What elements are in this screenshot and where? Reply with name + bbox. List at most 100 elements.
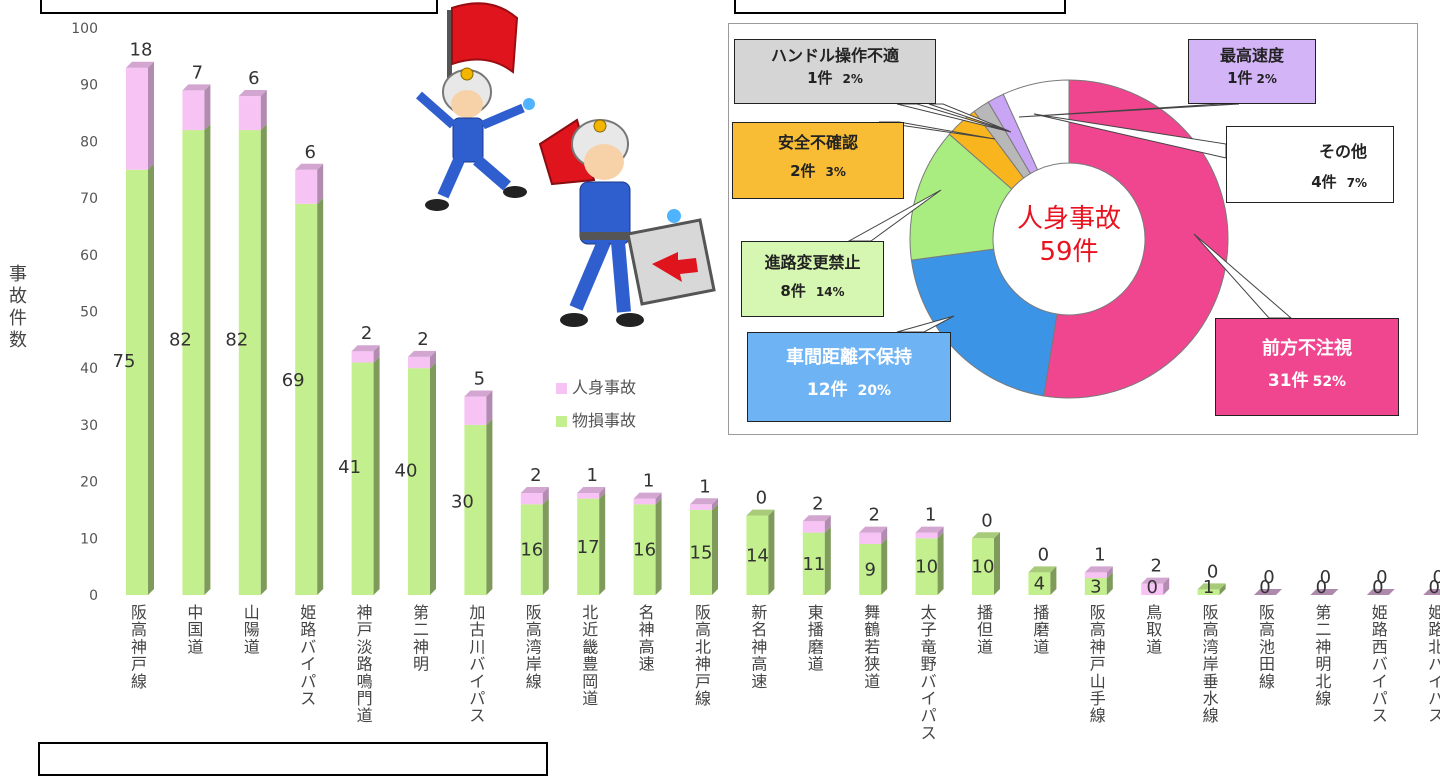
x-tick-label-char: 播 — [977, 603, 993, 622]
x-tick-label-char: 路 — [1372, 620, 1388, 639]
data-label-physical: 17 — [577, 537, 600, 558]
x-tick-label-char: 道 — [357, 706, 373, 725]
x-tick-label-char: 道 — [864, 672, 880, 691]
bar-physical-side — [373, 356, 380, 595]
x-tick-label-char: 速 — [751, 672, 767, 691]
data-label-physical: 0 — [1316, 577, 1327, 598]
data-label-physical: 16 — [520, 540, 543, 561]
bar-personal — [577, 492, 600, 499]
bar-personal — [1084, 572, 1107, 578]
bar-personal-side — [881, 526, 888, 544]
bar-top — [802, 515, 831, 522]
bar-personal — [464, 396, 487, 425]
x-tick-label-char: バ — [469, 655, 485, 674]
pie-chart-frame: 人身事故 59件 ハンドル操作不適 1件 2% 最高速度 1件 2% 安全不確認 2… — [728, 23, 1418, 435]
data-label-physical: 9 — [864, 559, 875, 580]
worker-cone-sign-icon — [538, 118, 716, 327]
callout-pointer — [928, 103, 1010, 132]
bar-physical-side — [430, 362, 436, 595]
x-tick-label-char: 但 — [977, 620, 993, 639]
y-tick-label: 50 — [80, 305, 98, 321]
bar-personal — [408, 356, 430, 369]
bar-personal-side — [824, 515, 831, 533]
legend-swatch — [556, 383, 567, 394]
bar-top — [520, 486, 549, 493]
data-label-personal: 0 — [1207, 561, 1218, 582]
callout-other: その他 4件 7% — [1226, 126, 1394, 203]
x-tick-label-char: 高 — [1259, 620, 1275, 639]
x-tick-label-char: 姫 — [1428, 603, 1440, 622]
x-tick-label-char: 神 — [639, 620, 655, 639]
x-tick-label-char: 神 — [357, 603, 373, 622]
x-tick-label-char: 古 — [469, 620, 485, 639]
bar-personal — [238, 96, 261, 131]
x-tick-label-char: 播 — [808, 620, 824, 639]
x-tick-label-char: イ — [1372, 672, 1388, 691]
data-label-personal: 1 — [586, 465, 597, 486]
x-tick-label-char: 中 — [187, 603, 203, 622]
data-label-personal: 2 — [417, 329, 428, 350]
bar-personal-side — [712, 498, 718, 510]
bar-personal-side — [204, 84, 211, 131]
bar-physical-side — [204, 124, 211, 595]
x-tick-label-char: 神 — [131, 637, 147, 656]
data-label-personal: 0 — [981, 510, 992, 531]
donut-slice — [910, 248, 1058, 397]
bar-personal-side — [317, 163, 324, 204]
x-tick-label-char: 湾 — [526, 637, 542, 656]
bar-physical — [972, 538, 994, 595]
data-label-personal: 0 — [1432, 567, 1440, 588]
x-tick-label-char: 明 — [1315, 655, 1331, 674]
bar-physical-side — [937, 532, 944, 595]
header-box-left — [40, 0, 438, 14]
bar-top — [126, 61, 154, 68]
x-tick-label-char: 西 — [1372, 637, 1388, 656]
data-label-physical: 16 — [633, 540, 656, 561]
bar-top — [915, 526, 944, 533]
x-tick-label-char: 北 — [1315, 672, 1331, 691]
data-label-personal: 6 — [248, 68, 259, 89]
bar-top — [1084, 566, 1113, 573]
bars: 1875782682669241240530216117116115014211… — [113, 40, 1440, 598]
bar-physical-side — [599, 492, 606, 595]
bar-physical — [690, 509, 712, 595]
x-tick-label-char: 子 — [921, 620, 937, 639]
data-label-personal: 1 — [643, 471, 654, 492]
x-tick-label-char: 姫 — [300, 603, 316, 622]
bar-physical — [577, 498, 600, 595]
bar-top — [690, 498, 718, 505]
bar-top — [1423, 589, 1440, 595]
x-tick-label-char: 線 — [1090, 706, 1106, 725]
x-tick-label-char: 路 — [1428, 620, 1440, 639]
x-tick-label-char: 垂 — [1203, 672, 1219, 691]
bar-physical-side — [881, 537, 888, 595]
x-tick-label-char: イ — [469, 672, 485, 691]
data-label-personal: 0 — [1376, 567, 1387, 588]
x-tick-label-char: パ — [1428, 689, 1440, 708]
bar-physical — [408, 368, 430, 595]
x-tick-label-char: パ — [1372, 689, 1388, 708]
x-tick-label-char: パ — [300, 672, 316, 691]
x-tick-label-char: パ — [921, 706, 937, 725]
data-label-physical: 3 — [1090, 576, 1101, 597]
bar-physical — [182, 130, 205, 595]
y-tick-label: 30 — [80, 418, 98, 434]
bar-personal — [633, 498, 656, 505]
y-tick-label: 60 — [80, 248, 98, 264]
x-tick-label-char: 道 — [977, 637, 993, 656]
bar-personal — [802, 521, 825, 533]
x-tick-label-char: 高 — [131, 620, 147, 639]
x-tick-label-char: 播 — [1033, 603, 1049, 622]
data-label-physical: 40 — [395, 460, 418, 481]
x-tick-label-char: バ — [1372, 655, 1388, 674]
data-label-physical: 14 — [746, 545, 769, 566]
bar-physical-side — [486, 418, 493, 595]
bar-personal-side — [655, 492, 662, 505]
x-tick-label-char: 阪 — [131, 603, 147, 622]
bar-physical-side — [260, 124, 267, 595]
bar-physical — [464, 424, 487, 595]
x-tick-label-char: バ — [300, 637, 316, 656]
x-tick-label-char: 道 — [187, 637, 203, 656]
callout-lane-change: 進路変更禁止 8件 14% — [741, 241, 884, 317]
